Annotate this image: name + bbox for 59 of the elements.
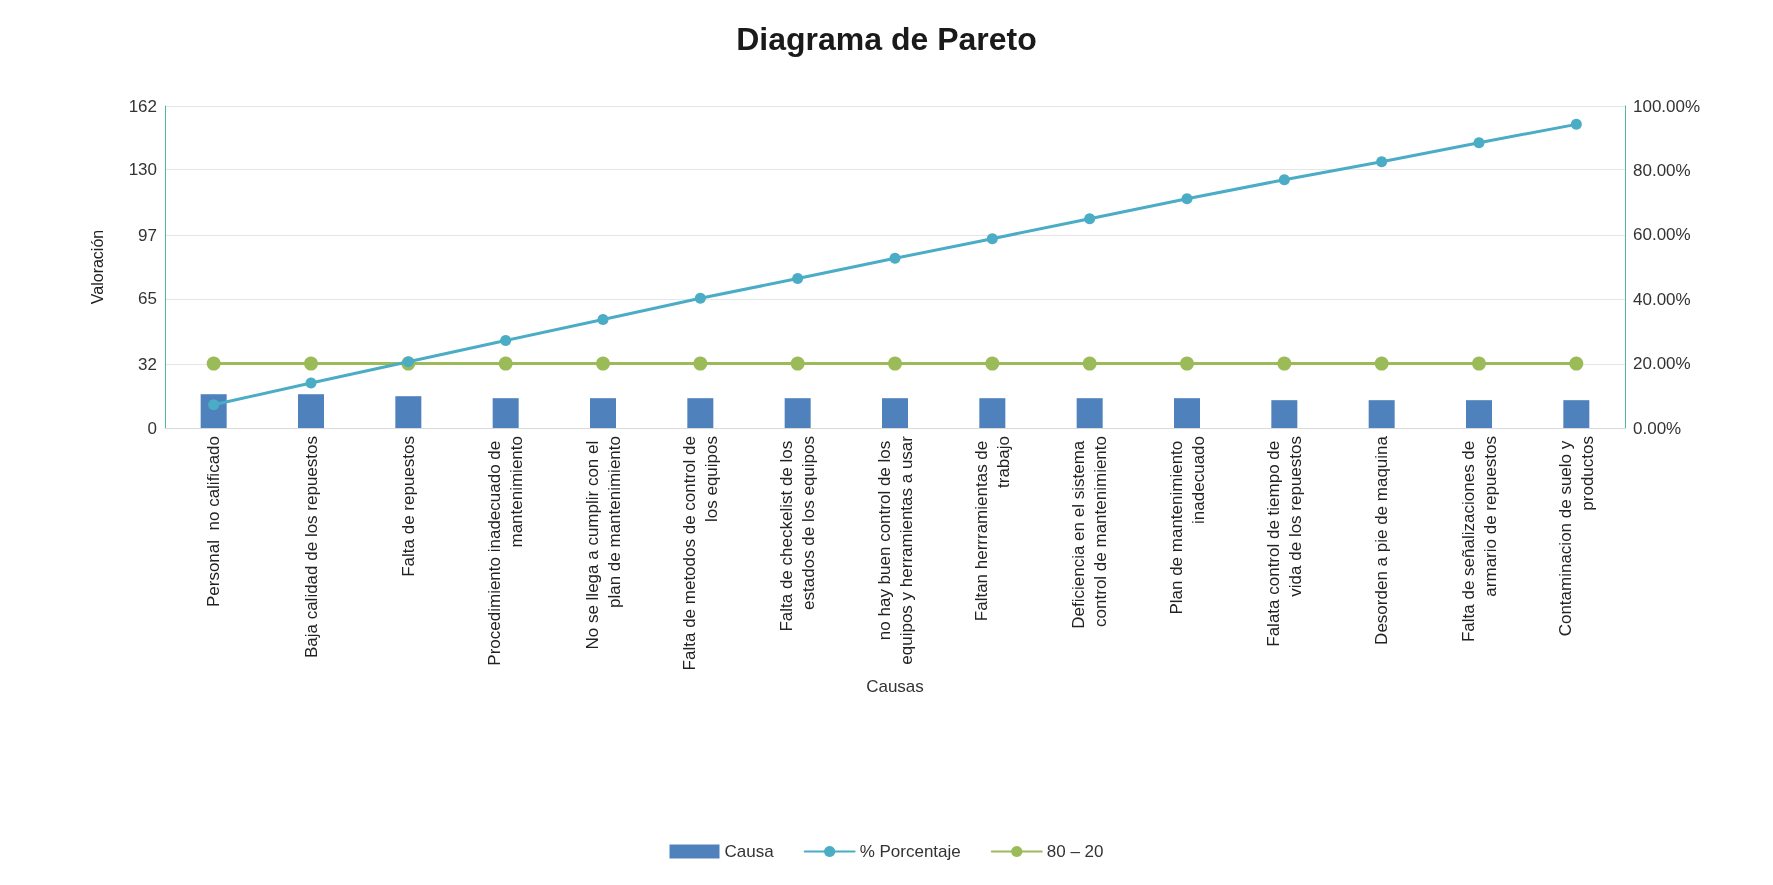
y-tick-label: 32 <box>138 354 157 374</box>
legend-label: % Porcentaje <box>859 842 961 861</box>
point <box>693 356 708 371</box>
point <box>1472 356 1486 371</box>
point <box>1082 356 1097 371</box>
x-tick-label: Desorden a pie de maquina <box>1372 435 1392 645</box>
point <box>1374 356 1389 371</box>
point <box>305 377 317 389</box>
y2-tick-label: 20.00% <box>1633 354 1691 374</box>
y2-tick-label: 100.00% <box>1633 96 1701 116</box>
point <box>888 356 902 371</box>
point <box>1473 137 1485 149</box>
y2-tick-label: 60.00% <box>1633 225 1691 245</box>
legend-label: 80 – 20 <box>1046 842 1104 861</box>
x-tick-label: Plan de mantenimiento inadecuado <box>1166 436 1208 615</box>
point <box>1084 213 1096 225</box>
x-axis-title: Causas <box>866 677 924 696</box>
x-tick-label: Faltan herrramientas de trabajo <box>971 436 1013 622</box>
point <box>304 356 318 371</box>
point <box>596 356 610 371</box>
y-axis-title: Valoración <box>88 229 106 305</box>
y2-tick-label: 80.00% <box>1633 160 1691 180</box>
x-tick-label: Falta de checkelist de los estados de los equipos <box>777 436 819 632</box>
point <box>1569 356 1584 371</box>
point <box>1570 118 1582 130</box>
point <box>790 356 805 371</box>
legend-label: Causa <box>724 842 775 861</box>
x-tick-label: no hay buen control de los equipos y herramientas a usar <box>874 435 916 665</box>
y-tick-label: 97 <box>138 225 157 245</box>
point <box>500 334 512 346</box>
point <box>986 233 998 245</box>
x-tick-label: Falta de repuestos <box>398 436 418 577</box>
x-tick-label: Baja calidad de los repuestos <box>301 436 321 659</box>
point <box>1180 356 1194 371</box>
x-tick-label: Personal no calificado <box>204 436 224 608</box>
x-tick-label: Deficiencia en el sistema control de mantenimiento <box>1069 436 1111 629</box>
point <box>889 252 901 264</box>
x-tick-label: Falata control de tiempo de vida de los repuestos <box>1263 436 1305 647</box>
x-tick-label: No se llega a cumplir con el plan de mantenimiento <box>582 436 624 650</box>
point <box>1278 174 1290 186</box>
y-tick-label: 0 <box>147 418 157 438</box>
x-tick-label: Contaminacion de suelo y productos <box>1555 436 1597 637</box>
point <box>1277 356 1292 371</box>
point <box>597 313 609 325</box>
x-tick-label: Falta de señalizaciones de armario de repuestos <box>1458 436 1500 643</box>
point <box>985 356 1000 371</box>
y2-tick-label: 0.00% <box>1633 418 1682 438</box>
y-tick-label: 162 <box>128 96 157 116</box>
point <box>1181 193 1193 205</box>
y-tick-label: 65 <box>138 289 157 309</box>
y2-tick-label: 40.00% <box>1633 289 1691 309</box>
x-tick-label: Procedimiento inadecuado de mantenimiento <box>485 436 527 666</box>
point <box>206 356 221 371</box>
y-tick-label: 130 <box>128 160 157 180</box>
point <box>498 356 513 371</box>
point <box>1376 156 1388 168</box>
point <box>694 292 706 304</box>
point <box>792 273 804 285</box>
chart-title: Diagrama de Pareto <box>736 21 1037 57</box>
